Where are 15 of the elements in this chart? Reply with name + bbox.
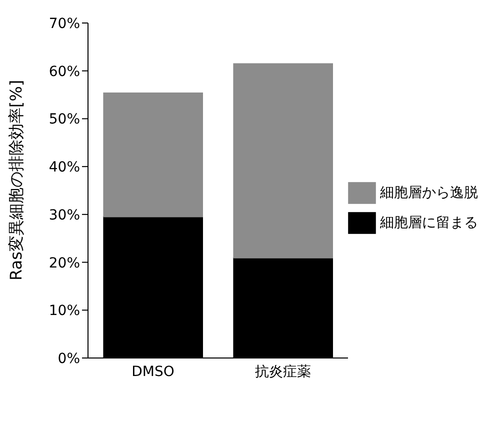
y-tick-label: 50% — [48, 112, 80, 128]
y-tick-label: 0% — [58, 350, 80, 367]
x-tick-label: 抗炎症薬 — [255, 364, 311, 380]
x-tick-label: DMSO — [132, 364, 174, 380]
y-tick-label: 60% — [48, 64, 80, 80]
bar — [103, 92, 203, 218]
legend-label: 細胞層に留まる — [380, 214, 478, 232]
y-tick-label: 40% — [48, 160, 80, 176]
legend-label: 細胞層から逸脱 — [380, 184, 478, 202]
bar — [233, 63, 333, 258]
y-tick-label: 30% — [48, 207, 80, 224]
y-tick-label: 70% — [48, 16, 80, 32]
y-tick-label: 20% — [48, 255, 80, 272]
y-axis-title: Ras変異細胞の排除効率[%] — [6, 80, 26, 280]
y-tick-label: 10% — [48, 303, 80, 320]
